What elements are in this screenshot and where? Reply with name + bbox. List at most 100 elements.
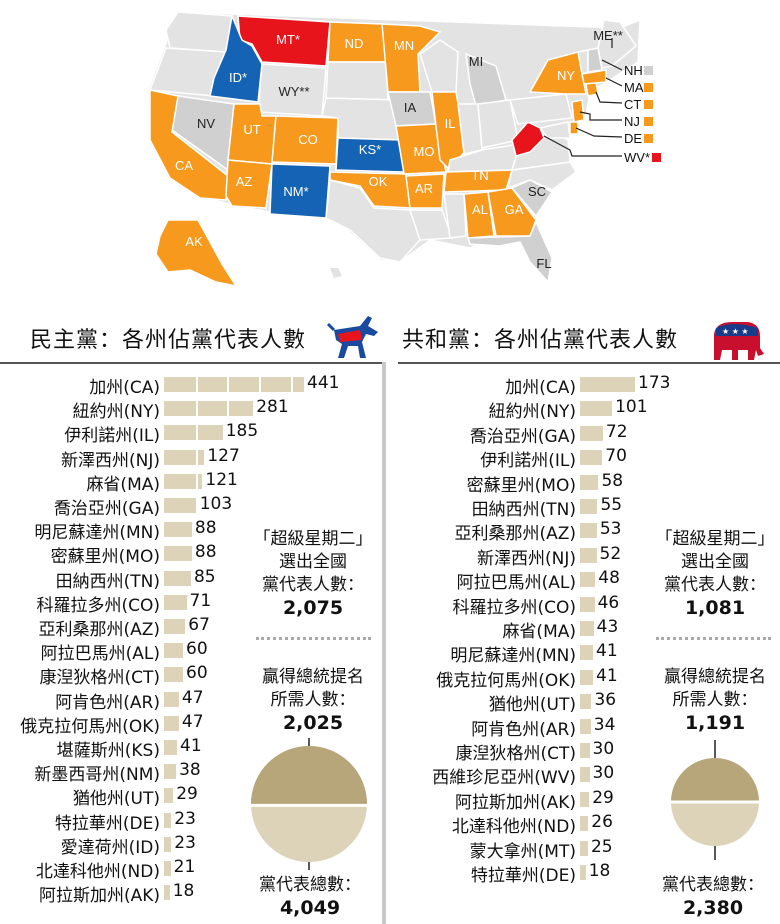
dem-category-label: 阿拉巴馬州(AL) (40, 644, 160, 665)
rep-value-label: 70 (605, 446, 627, 467)
dem-superTuesday-box: 「超級星期二」 選出全國 黨代表人數： 2,075 (248, 528, 378, 620)
dem-title: 民主黨：各州佔黨代表人數 (30, 328, 307, 353)
rep-title: 共和黨：各州佔黨代表人數 (402, 328, 679, 353)
rep-bar (580, 377, 635, 392)
rep-st-line3: 黨代表人數： (664, 575, 766, 595)
rep-value-label: 36 (594, 690, 617, 711)
rep-category-label: 特拉華州(DE) (470, 866, 576, 886)
dem-bar (164, 570, 191, 586)
dem-category-label: 新澤西州(NJ) (61, 450, 160, 471)
legend-label-ma: MA (624, 80, 644, 95)
rep-need-value: 1,191 (684, 712, 746, 734)
map-label-tn: TN (471, 168, 488, 183)
dem-category-label: 北達科他州(ND) (35, 862, 160, 882)
rep-category-label: 科羅拉多州(CO) (452, 597, 576, 618)
rep-category-label: 明尼蘇達州(MN) (450, 646, 576, 667)
dem-category-label: 新墨西哥州(NM) (34, 765, 160, 786)
dem-bar (164, 643, 184, 659)
rep-bar (580, 840, 588, 856)
state-ma (581, 69, 607, 85)
rep-value-label: 34 (593, 714, 616, 735)
rep-dotted-divider (656, 637, 771, 640)
dem-value-label: 121 (205, 469, 238, 490)
map-label-mt: MT* (276, 32, 300, 47)
dem-category-label: 俄克拉何馬州(OK) (20, 716, 160, 737)
rep-value-label: 30 (592, 763, 615, 784)
dem-category-label: 密蘇里州(MO) (50, 547, 160, 568)
rep-bar (580, 572, 596, 588)
dem-category-label: 喬治亞州(GA) (53, 499, 160, 519)
rep-bar (580, 499, 598, 514)
map-label-nm: NM* (283, 184, 308, 199)
rep-value-label: 46 (597, 592, 620, 613)
rep-value-label: 41 (596, 665, 618, 686)
dem-bar (164, 619, 186, 634)
rep-category-label: 新澤西州(NJ) (477, 548, 576, 569)
rep-circle-needed (671, 758, 759, 802)
state-fl (466, 220, 553, 284)
rep-st-value: 1,081 (684, 597, 746, 619)
dem-bar (164, 498, 198, 513)
dem-need-line2: 所需人數： (270, 690, 356, 710)
dem-bar-segment (195, 377, 198, 392)
map-label-ak: AK (185, 234, 203, 249)
dem-bar-segment (227, 377, 230, 392)
rep-category-label: 阿肯色州(AR) (471, 719, 576, 740)
dem-total-value: 4,049 (279, 897, 341, 919)
legend-swatch-de (644, 134, 653, 143)
rep-bar (580, 791, 590, 807)
dem-st-line1: 「超級星期二」 (253, 529, 373, 549)
rep-category-label: 麻省(MA) (502, 622, 576, 642)
dem-bar (164, 885, 170, 901)
rep-category-label: 亞利桑那州(AZ) (454, 524, 576, 545)
rep-category-label: 喬治亞州(GA) (469, 426, 576, 447)
dem-value-label: 71 (189, 590, 212, 611)
dem-category-label: 阿拉斯加州(AK) (38, 886, 160, 907)
dem-bar-segment (195, 401, 198, 417)
dem-value-label: 18 (172, 881, 195, 902)
dem-value-label: 29 (176, 784, 198, 805)
dem-bar (164, 691, 179, 707)
legend-connectors (543, 59, 623, 157)
dem-value-label: 88 (194, 542, 217, 563)
state-sd (325, 61, 389, 101)
rep-needed-box: 贏得總統提名 所需人數： 1,191 (650, 666, 780, 735)
rep-st-line2: 選出全國 (681, 552, 749, 572)
dem-bar (164, 449, 205, 465)
dem-value-label: 85 (193, 566, 216, 587)
rep-value-label: 25 (590, 836, 613, 857)
dem-bar (164, 594, 187, 610)
dem-need-value: 2,025 (282, 712, 344, 734)
rep-bar (580, 425, 603, 441)
dem-category-label: 加州(CA) (89, 378, 160, 398)
rep-value-label: 101 (615, 397, 648, 418)
dem-value-label: 88 (194, 518, 217, 539)
dem-bar (164, 667, 184, 683)
dem-delegate-circle (251, 738, 367, 870)
dem-category-label: 阿肯色州(AR) (55, 692, 160, 713)
dem-category-label: 康湼狄格州(CT) (39, 668, 160, 689)
rep-bar (580, 669, 594, 685)
state-ca (149, 89, 229, 201)
state-ak (155, 219, 238, 288)
rep-bar (580, 401, 613, 417)
map-label-co: CO (298, 132, 318, 147)
dem-value-label: 23 (174, 808, 196, 829)
dem-value-label: 21 (173, 857, 196, 877)
dem-need-line1: 贏得總統提名 (262, 667, 364, 687)
dem-value-label: 41 (180, 736, 202, 756)
panel-divider (384, 362, 386, 924)
map-label-mi: MI (469, 54, 483, 69)
map-label-ny: NY (557, 68, 575, 83)
state-hi (330, 268, 342, 278)
rep-value-label: 18 (588, 861, 611, 881)
dem-value-label: 47 (181, 687, 204, 708)
rep-delegate-circle (671, 740, 759, 860)
map-label-nv: NV (197, 116, 215, 131)
legend-swatch-nj (644, 117, 653, 126)
legend-label-ct: CT (624, 97, 641, 112)
dem-category-label: 紐約州(NY) (72, 402, 160, 423)
rep-value-label: 72 (605, 421, 628, 442)
dem-vdiv-line (382, 362, 384, 924)
state-ms (443, 193, 467, 239)
